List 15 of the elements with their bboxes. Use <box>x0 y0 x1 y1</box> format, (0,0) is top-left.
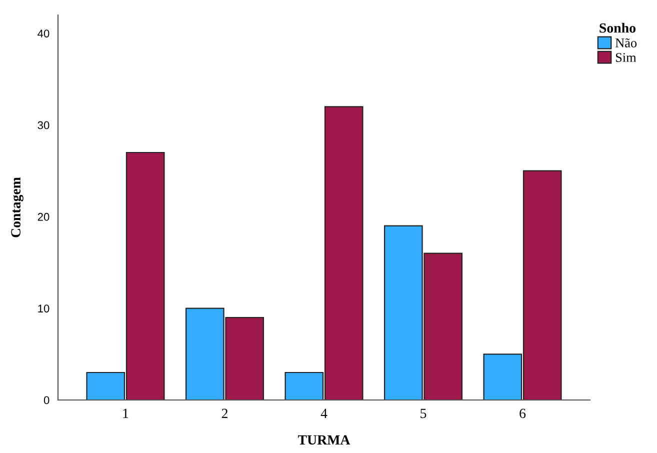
x-tick-label: 2 <box>222 408 228 418</box>
y-tick-label: 40 <box>38 30 50 38</box>
x-tick-label: 5 <box>420 408 426 418</box>
y-tick-label: 10 <box>38 304 50 312</box>
x-tick-label: 1 <box>123 408 128 418</box>
legend-label: Não <box>615 38 637 48</box>
x-tick-label: 6 <box>520 408 526 418</box>
y-tick-label: 0 <box>44 396 50 404</box>
legend-label: Sim <box>616 53 636 62</box>
x-tick-label: 4 <box>320 408 328 418</box>
y-tick-label: 20 <box>38 212 50 221</box>
y-axis-title: Contagem <box>11 177 24 238</box>
legend-title: Sonho <box>600 22 636 33</box>
y-tick-label: 30 <box>38 121 50 130</box>
x-axis-title: TURMA <box>298 435 350 445</box>
